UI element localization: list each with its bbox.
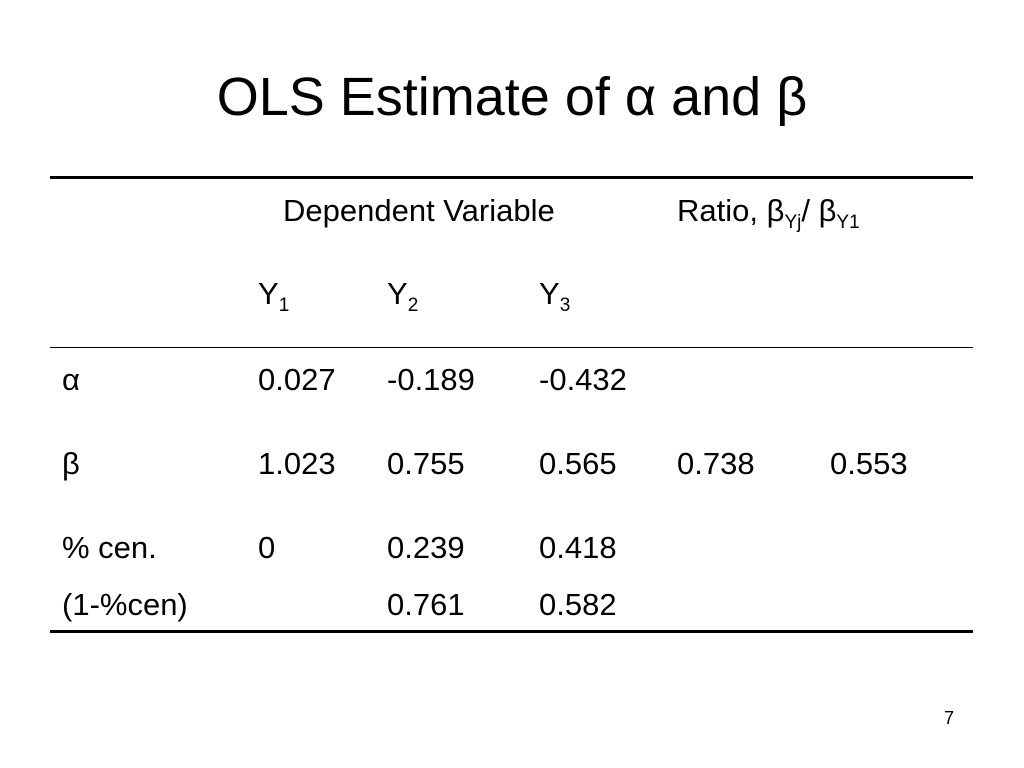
row-label-beta: β — [62, 446, 80, 481]
row-label-one-minus-pct-cen: (1-%cen) — [62, 587, 188, 622]
cell-beta-y2: 0.755 — [387, 446, 465, 481]
row-label-pct-cen: % cen. — [62, 530, 157, 565]
cell-beta-ratio-y3: 0.553 — [830, 446, 908, 481]
header-dependent-variable: Dependent Variable — [283, 193, 555, 228]
page-number: 7 — [944, 708, 955, 728]
cell-beta-y3: 0.565 — [539, 446, 617, 481]
header-ratio-sub1: Yj — [784, 212, 802, 233]
header-ratio: Ratio, βYj/ βY1 — [677, 193, 860, 232]
column-header-y2-base: Y — [387, 276, 408, 311]
column-header-y2: Y2 — [387, 276, 418, 315]
cell-alpha-y1: 0.027 — [258, 362, 336, 397]
cell-pct-cen-y1: 0 — [258, 530, 276, 565]
table-bottom-rule — [50, 630, 973, 633]
header-ratio-prefix: Ratio, β — [677, 193, 785, 228]
header-ratio-middle: / β — [801, 193, 837, 228]
slide-title: OLS Estimate of α and β — [216, 67, 808, 127]
column-header-y3-base: Y — [539, 276, 560, 311]
cell-one-minus-pct-cen-y3: 0.582 — [539, 587, 617, 622]
column-header-y1: Y1 — [258, 276, 289, 315]
cell-beta-ratio-y2: 0.738 — [677, 446, 755, 481]
cell-alpha-y3: -0.432 — [539, 362, 627, 397]
cell-alpha-y2: -0.189 — [387, 362, 475, 397]
header-ratio-sub2: Y1 — [836, 212, 860, 233]
cell-one-minus-pct-cen-y2: 0.761 — [387, 587, 465, 622]
column-header-y2-sub: 2 — [407, 295, 419, 316]
column-header-y3: Y3 — [539, 276, 570, 315]
column-header-y1-base: Y — [258, 276, 279, 311]
cell-pct-cen-y2: 0.239 — [387, 530, 465, 565]
table-header-rule — [50, 347, 973, 348]
cell-beta-y1: 1.023 — [258, 446, 336, 481]
column-header-y3-sub: 3 — [559, 295, 571, 316]
cell-pct-cen-y3: 0.418 — [539, 530, 617, 565]
table-top-rule — [50, 176, 973, 179]
row-label-alpha: α — [62, 362, 80, 397]
column-header-y1-sub: 1 — [278, 295, 290, 316]
